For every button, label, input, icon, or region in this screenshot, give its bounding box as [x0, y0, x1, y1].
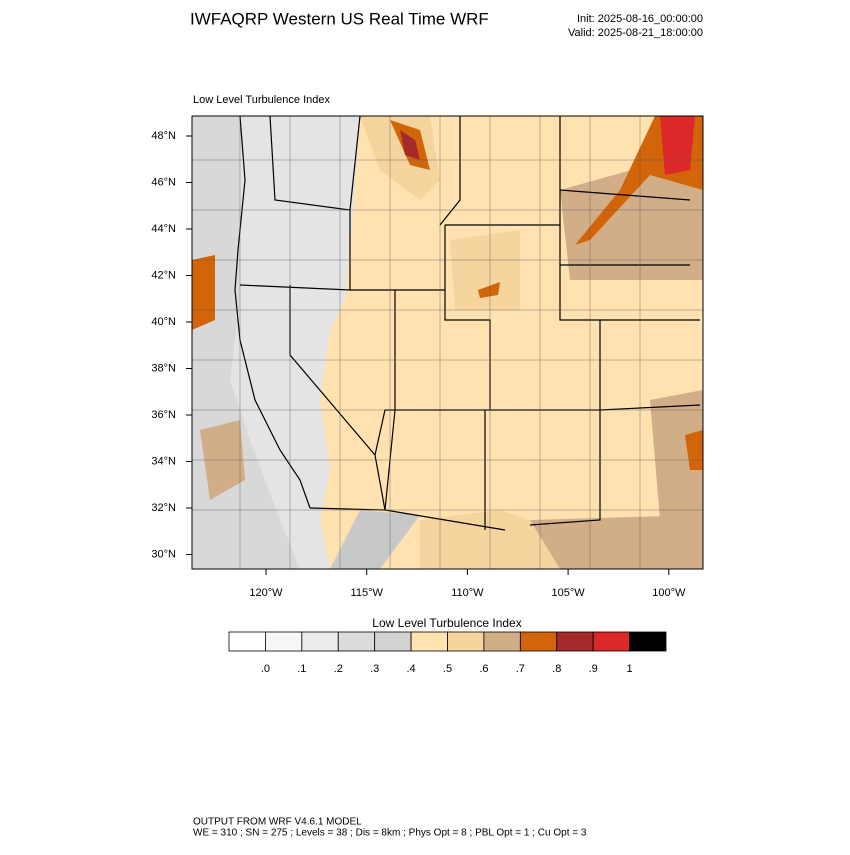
colorbar-box	[592, 631, 630, 652]
colorbar-box	[483, 631, 521, 652]
colorbar-label: .0	[261, 663, 270, 675]
colorbar-box	[519, 631, 558, 652]
init-time: Init: 2025-08-16_00:00:00	[577, 13, 703, 25]
lon-label: 110°W	[451, 587, 484, 599]
colorbar-label: .2	[334, 663, 343, 675]
lat-label: 30°N	[151, 548, 176, 560]
lat-label: 34°N	[151, 455, 176, 467]
lon-label: 115°W	[351, 587, 384, 599]
lat-label: 46°N	[151, 176, 176, 188]
footer-line: WE = 310 ; SN = 275 ; Levels = 38 ; Dis …	[193, 828, 587, 839]
colorbar-box	[265, 631, 303, 652]
colorbar-box	[556, 631, 594, 652]
colorbar-label: .1	[297, 663, 306, 675]
lat-label: 32°N	[151, 502, 176, 514]
map-subtitle: Low Level Turbulence Index	[193, 94, 330, 106]
footer-line: OUTPUT FROM WRF V4.6.1 MODEL	[193, 817, 362, 828]
colorbar-label: .8	[552, 663, 561, 675]
lat-label: 38°N	[151, 362, 176, 374]
colorbar-label: .3	[370, 663, 379, 675]
colorbar-box	[301, 631, 339, 652]
colorbar-box	[374, 631, 412, 652]
lat-label: 44°N	[151, 223, 176, 235]
lat-label: 42°N	[151, 269, 176, 281]
map-frame	[191, 115, 704, 570]
lon-label: 100°W	[652, 587, 686, 599]
colorbar-box	[337, 631, 376, 652]
map-field	[192, 116, 703, 569]
colorbar-label: .6	[479, 663, 488, 675]
lat-label: 40°N	[151, 316, 176, 328]
colorbar-box	[228, 631, 266, 652]
colorbar-title: Low Level Turbulence Index	[372, 616, 521, 630]
colorbar-label: 1	[627, 663, 633, 675]
lon-label: 120°W	[249, 587, 283, 599]
colorbar-box	[410, 631, 448, 652]
lon-label: 105°W	[552, 587, 586, 599]
colorbar-label: .7	[516, 663, 525, 675]
colorbar-box	[447, 631, 485, 652]
title: IWFAQRP Western US Real Time WRF	[190, 9, 489, 28]
valid-time: Valid: 2025-08-21_18:00:00	[568, 27, 703, 39]
colorbar-label: .4	[406, 663, 415, 675]
lat-label: 36°N	[151, 409, 176, 421]
colorbar-box	[629, 631, 667, 652]
lat-label: 48°N	[151, 130, 176, 142]
colorbar-label: .5	[443, 663, 452, 675]
colorbar-label: .9	[589, 663, 598, 675]
